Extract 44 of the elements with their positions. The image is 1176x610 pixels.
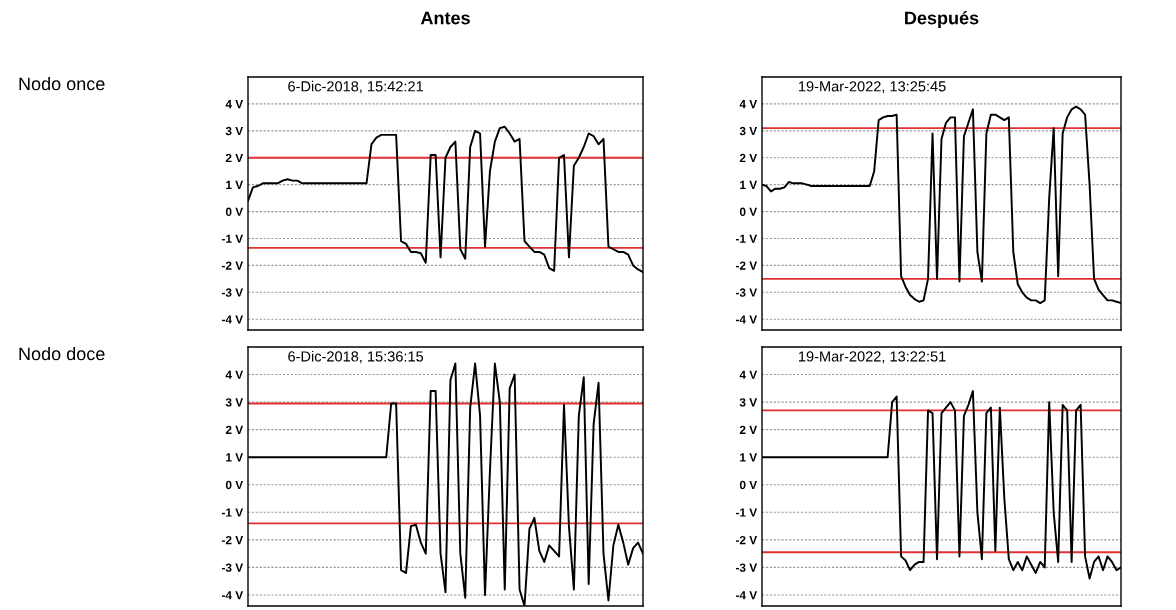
y-tick-label: 3 V (739, 126, 758, 136)
y-tick-label: -1 V (735, 234, 758, 243)
y-tick-label: -2 V (735, 261, 758, 270)
y-tick-label: -1 V (221, 234, 244, 243)
y-tick-label: 0 V (739, 207, 758, 216)
annotation: 19-Mar-2022, 13:25:45 (799, 81, 946, 94)
y-tick-label: -3 V (221, 563, 244, 572)
y-tick-label: 0 V (225, 207, 244, 216)
y-axis-title: Nodo once (19, 77, 105, 91)
y-tick-label: 2 V (739, 153, 758, 163)
y-tick-label: 3 V (225, 398, 244, 407)
annotation: 6-Dic-2018, 15:36:15 (288, 350, 424, 364)
y-tick-label: 2 V (739, 425, 758, 434)
chart-title: Después (905, 10, 979, 28)
y-axis-title: Nodo doce (19, 347, 105, 361)
annotation: 19-Mar-2022, 13:22:51 (799, 351, 946, 364)
y-tick-label: 3 V (225, 126, 244, 136)
y-tick-label: -1 V (735, 508, 758, 517)
y-tick-label: -4 V (221, 315, 244, 324)
y-tick-label: 1 V (226, 180, 244, 189)
y-tick-label: -2 V (221, 261, 244, 270)
y-tick-label: -1 V (221, 508, 244, 517)
y-tick-label: 1 V (740, 453, 758, 462)
y-tick-label: 4 V (739, 370, 758, 379)
y-tick-label: 0 V (225, 480, 244, 490)
y-tick-label: 2 V (225, 425, 244, 434)
y-tick-label: 2 V (225, 153, 244, 163)
y-tick-label: -4 V (221, 591, 244, 600)
y-tick-label: 0 V (739, 480, 758, 490)
y-tick-label: 4 V (225, 370, 244, 379)
y-tick-label: -2 V (735, 535, 758, 545)
y-tick-label: 1 V (226, 453, 244, 462)
annotation: 6-Dic-2018, 15:42:21 (288, 80, 423, 94)
y-tick-label: -4 V (735, 315, 758, 324)
y-tick-label: 3 V (739, 398, 758, 407)
y-tick-label: 4 V (739, 100, 758, 109)
y-tick-label: 4 V (225, 100, 244, 109)
y-tick-label: -3 V (735, 288, 758, 297)
y-tick-label: -4 V (735, 591, 758, 600)
y-tick-label: -3 V (221, 288, 244, 297)
chart-title: Antes (420, 11, 470, 25)
y-tick-label: -2 V (221, 535, 244, 545)
y-tick-label: 1 V (740, 180, 758, 189)
y-tick-label: -3 V (735, 563, 758, 572)
